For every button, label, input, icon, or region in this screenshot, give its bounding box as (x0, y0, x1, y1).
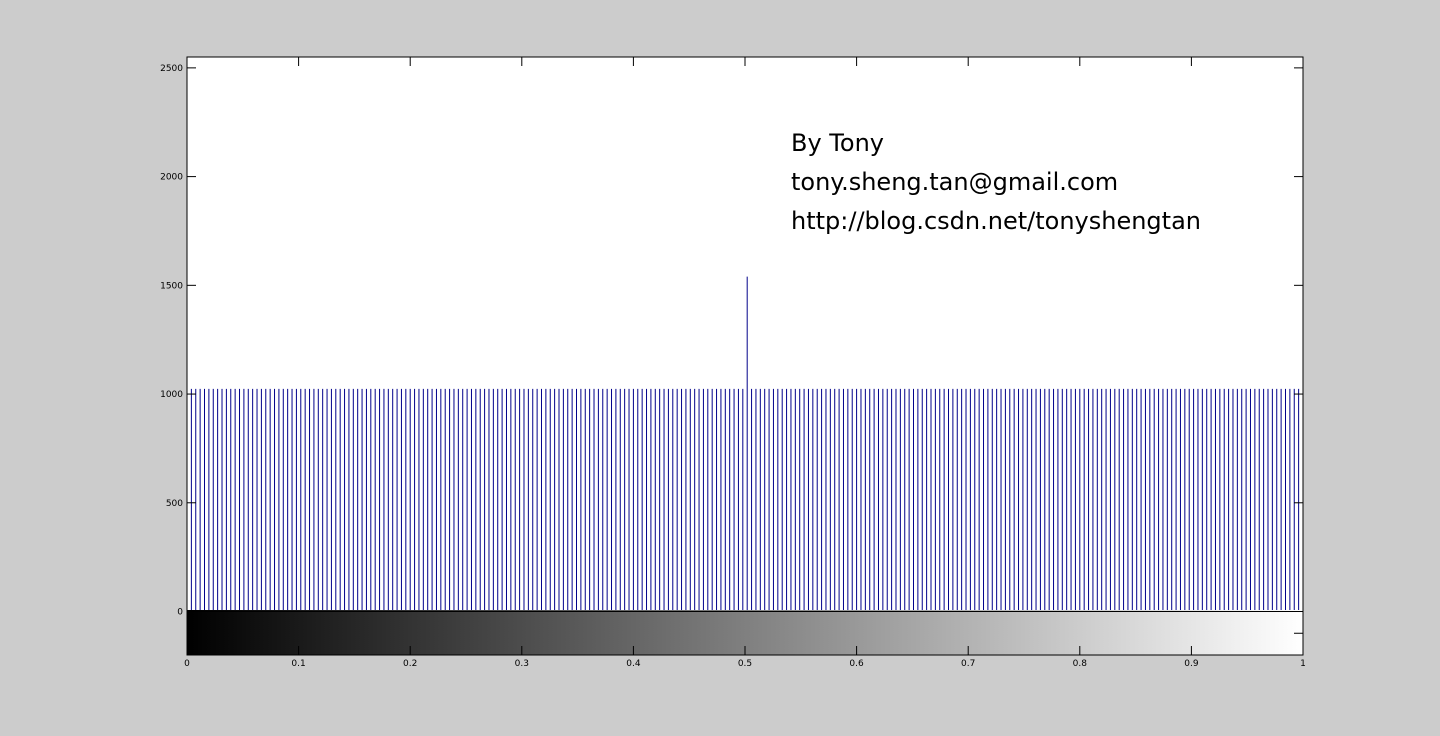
x-tick-label: 0.9 (1184, 659, 1199, 669)
y-tick-label: 1500 (160, 281, 183, 291)
bar-series (186, 276, 1304, 612)
x-tick-label: 0.4 (626, 659, 641, 669)
x-tick-label: 0.8 (1073, 659, 1088, 669)
plot-area (187, 57, 1303, 655)
y-axis-ticks: 0 500 1000 1500 2000 2500 (160, 64, 1303, 634)
y-tick-label: 1000 (160, 390, 183, 400)
x-tick-label: 0.6 (849, 659, 864, 669)
y-tick-label: 2000 (160, 173, 183, 183)
annotation-email: tony.sheng.tan@gmail.com (791, 168, 1118, 196)
x-tick-label: 0.3 (515, 659, 529, 669)
x-tick-label: 0.1 (291, 659, 305, 669)
x-tick-label: 0.2 (403, 659, 417, 669)
x-tick-label: 0.7 (961, 659, 975, 669)
y-tick-label: 500 (166, 499, 183, 509)
y-tick-label: 0 (177, 608, 183, 618)
y-tick-label: 2500 (160, 64, 183, 74)
x-tick-label: 1 (1300, 659, 1306, 669)
x-axis-ticks: 0 0.1 0.2 0.3 0.4 0.5 0.6 0.7 0.8 0.9 1 (184, 57, 1306, 669)
annotation-url: http://blog.csdn.net/tonyshengtan (791, 207, 1201, 235)
annotation-author: By Tony (791, 129, 884, 157)
x-tick-label: 0 (184, 659, 190, 669)
x-tick-label: 0.5 (738, 659, 752, 669)
